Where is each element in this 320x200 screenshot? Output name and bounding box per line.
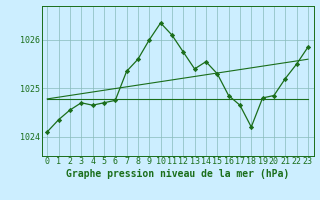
- X-axis label: Graphe pression niveau de la mer (hPa): Graphe pression niveau de la mer (hPa): [66, 169, 289, 179]
